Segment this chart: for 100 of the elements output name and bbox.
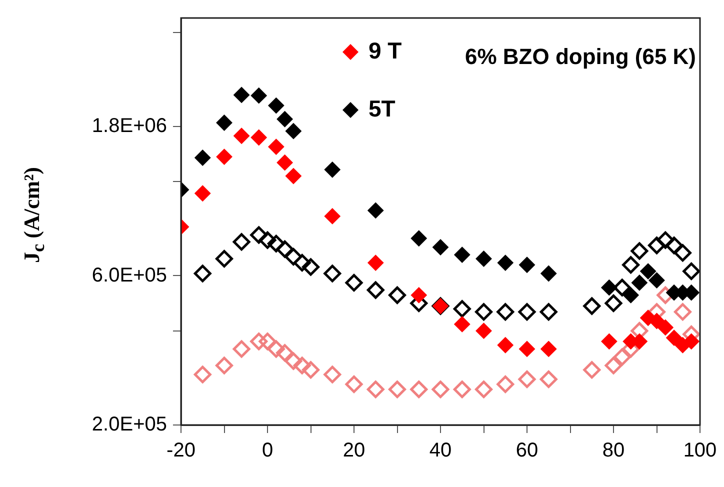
point xyxy=(302,258,320,276)
point xyxy=(540,340,557,357)
point xyxy=(388,286,406,304)
point xyxy=(410,230,427,246)
x-tick-label: 60 xyxy=(516,440,538,462)
point xyxy=(234,86,250,103)
legend-label: 5T xyxy=(368,95,396,122)
point xyxy=(285,123,302,140)
point xyxy=(601,333,618,350)
point xyxy=(410,287,427,304)
y-tick-label: 6.0E+05 xyxy=(92,264,167,286)
point xyxy=(324,264,342,282)
point xyxy=(276,344,294,362)
point xyxy=(267,234,285,252)
point xyxy=(682,262,700,280)
point xyxy=(631,274,648,291)
point xyxy=(324,208,340,224)
point xyxy=(250,129,267,146)
point xyxy=(276,111,293,128)
point xyxy=(475,380,492,398)
point xyxy=(496,375,514,393)
point xyxy=(194,264,212,282)
x-tick-label: 100 xyxy=(683,440,717,462)
point xyxy=(604,294,622,312)
point xyxy=(519,256,535,273)
point xyxy=(194,185,211,202)
point xyxy=(345,375,363,393)
x-tick-label: 0 xyxy=(262,440,274,462)
point xyxy=(476,250,492,267)
point xyxy=(216,148,232,165)
point xyxy=(497,337,514,354)
point xyxy=(640,263,656,280)
point xyxy=(285,168,302,184)
point xyxy=(648,272,665,288)
point xyxy=(454,316,470,332)
point xyxy=(540,265,557,282)
point xyxy=(258,332,276,350)
point xyxy=(284,248,302,266)
point xyxy=(250,226,268,244)
point xyxy=(454,246,470,263)
point xyxy=(583,361,601,379)
point xyxy=(604,356,622,374)
point xyxy=(324,366,342,384)
point xyxy=(630,242,648,260)
point xyxy=(583,297,601,315)
point xyxy=(601,280,618,296)
point xyxy=(613,278,631,296)
point xyxy=(657,319,674,336)
point xyxy=(293,254,311,272)
y-tick-label: 2.0E+05 xyxy=(92,414,167,436)
point xyxy=(453,300,471,318)
point xyxy=(622,287,639,304)
point xyxy=(250,332,268,350)
point xyxy=(293,356,311,374)
point xyxy=(475,303,492,321)
point xyxy=(232,340,250,358)
point xyxy=(268,138,284,155)
point xyxy=(648,313,665,330)
point xyxy=(250,88,267,104)
x-tick-label: -20 xyxy=(166,440,196,462)
point xyxy=(648,236,666,254)
point xyxy=(683,333,700,350)
point xyxy=(258,231,276,249)
point xyxy=(518,303,536,321)
point xyxy=(276,154,293,171)
point xyxy=(345,274,363,292)
point xyxy=(622,256,640,274)
point xyxy=(276,240,294,258)
point xyxy=(267,340,285,358)
point xyxy=(368,202,384,218)
x-tick-label: 40 xyxy=(429,440,452,462)
x-tick-label: 80 xyxy=(602,440,625,462)
point xyxy=(216,356,233,374)
point xyxy=(366,380,384,398)
point xyxy=(540,303,558,321)
point xyxy=(453,380,471,398)
point xyxy=(496,303,514,321)
point xyxy=(388,380,406,398)
point xyxy=(324,162,340,178)
legend-label: 9 T xyxy=(368,37,402,64)
point xyxy=(194,150,211,166)
point xyxy=(540,370,558,388)
point xyxy=(302,361,320,379)
point xyxy=(432,380,450,398)
point xyxy=(432,239,448,256)
point xyxy=(674,244,692,262)
point xyxy=(476,322,492,339)
point xyxy=(216,114,232,131)
point xyxy=(497,254,514,271)
point xyxy=(666,330,682,346)
point xyxy=(194,366,212,384)
x-tick-label: 20 xyxy=(342,440,366,462)
point xyxy=(216,250,233,268)
point xyxy=(613,348,631,366)
point xyxy=(518,370,536,388)
annotation: 6% BZO doping (65 K) xyxy=(465,44,696,70)
point xyxy=(519,340,535,357)
point xyxy=(674,303,692,321)
y-tick-label: 1.8E+06 xyxy=(92,115,167,137)
point xyxy=(268,98,284,114)
